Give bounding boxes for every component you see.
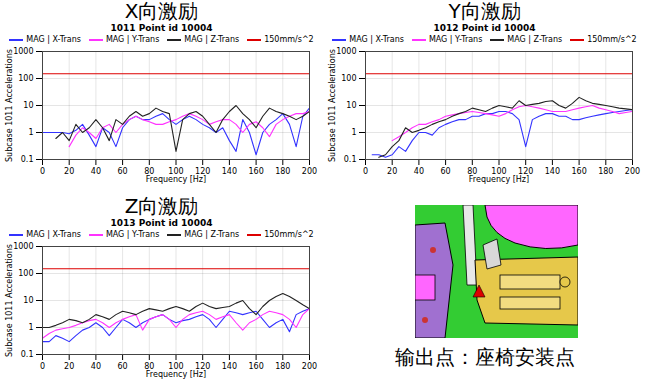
svg-text:140: 140 bbox=[545, 167, 560, 176]
svg-text:60: 60 bbox=[441, 167, 451, 176]
svg-text:Subcase 1011 Accelerations: Subcase 1011 Accelerations bbox=[328, 49, 337, 162]
html-text:MAG | Z-Trans: MAG | Z-Trans bbox=[184, 35, 240, 44]
svg-text:140: 140 bbox=[222, 167, 237, 176]
html-text:MAG | X-Trans: MAG | X-Trans bbox=[26, 230, 81, 239]
html-text:MAG | Y-Trans: MAG | Y-Trans bbox=[105, 230, 160, 239]
html-text:MAG | X-Trans: MAG | X-Trans bbox=[26, 35, 81, 44]
svg-text:40: 40 bbox=[91, 167, 101, 176]
svg-text:1: 1 bbox=[351, 128, 356, 137]
svg-text:0: 0 bbox=[40, 167, 45, 176]
svg-text:200: 200 bbox=[302, 362, 317, 371]
html-text:MAG | Y-Trans: MAG | Y-Trans bbox=[105, 35, 160, 44]
svg-text:160: 160 bbox=[248, 362, 263, 371]
svg-text:0.1: 0.1 bbox=[21, 350, 34, 359]
svg-text:1: 1 bbox=[28, 128, 33, 137]
svg-text:10: 10 bbox=[23, 101, 33, 110]
svg-text:40: 40 bbox=[414, 167, 424, 176]
svg-text:120: 120 bbox=[518, 167, 534, 177]
svg-text:120: 120 bbox=[195, 167, 211, 177]
svg-text:200: 200 bbox=[625, 167, 640, 176]
svg-text:180: 180 bbox=[598, 167, 613, 176]
svg-text:10: 10 bbox=[23, 296, 33, 305]
html-text:MAG | X-Trans: MAG | X-Trans bbox=[349, 35, 404, 44]
svg-text:0.1: 0.1 bbox=[344, 155, 357, 164]
svg-text:0: 0 bbox=[40, 362, 45, 371]
svg-text:0.1: 0.1 bbox=[21, 155, 34, 164]
svg-text:80: 80 bbox=[467, 167, 478, 177]
svg-text:Subcase 1011 Accelerations: Subcase 1011 Accelerations bbox=[5, 244, 14, 357]
html-text:MAG | Y-Trans: MAG | Y-Trans bbox=[428, 35, 483, 44]
svg-text:100: 100 bbox=[168, 362, 184, 372]
svg-text:20: 20 bbox=[64, 167, 74, 176]
html-text:150mm/s^2: 150mm/s^2 bbox=[587, 35, 637, 44]
html-text:Y向激励: Y向激励 bbox=[448, 0, 521, 23]
svg-text:120: 120 bbox=[195, 362, 211, 372]
svg-text:160: 160 bbox=[571, 167, 586, 176]
html-text:150mm/s^2: 150mm/s^2 bbox=[264, 230, 314, 239]
svg-text:Subcase 1011 Accelerations: Subcase 1011 Accelerations bbox=[5, 49, 14, 162]
svg-text:180: 180 bbox=[275, 167, 290, 176]
svg-text:100: 100 bbox=[491, 167, 507, 177]
svg-text:160: 160 bbox=[248, 167, 263, 176]
svg-text:100: 100 bbox=[168, 167, 184, 177]
html-text:MAG | Z-Trans: MAG | Z-Trans bbox=[184, 230, 240, 239]
svg-text:60: 60 bbox=[118, 167, 128, 176]
html-text:X向激励: X向激励 bbox=[124, 0, 199, 23]
svg-text:1: 1 bbox=[28, 323, 33, 332]
svg-text:1000: 1000 bbox=[13, 242, 33, 251]
svg-text:180: 180 bbox=[275, 362, 290, 371]
html-text:MAG | Z-Trans: MAG | Z-Trans bbox=[507, 35, 563, 44]
svg-text:0: 0 bbox=[363, 167, 368, 176]
html-text:输出点：座椅安装点: 输出点：座椅安装点 bbox=[394, 345, 575, 369]
svg-text:60: 60 bbox=[118, 362, 128, 371]
svg-text:200: 200 bbox=[302, 167, 317, 176]
svg-text:10: 10 bbox=[346, 101, 356, 110]
svg-text:20: 20 bbox=[64, 362, 74, 371]
svg-text:Frequency [Hz]: Frequency [Hz] bbox=[146, 175, 206, 184]
svg-text:1000: 1000 bbox=[336, 47, 356, 56]
svg-text:140: 140 bbox=[222, 362, 237, 371]
svg-text:100: 100 bbox=[18, 269, 33, 278]
html-text:150mm/s^2: 150mm/s^2 bbox=[264, 35, 314, 44]
svg-text:100: 100 bbox=[18, 74, 33, 83]
html-text:1013 Point id 10004: 1013 Point id 10004 bbox=[110, 218, 213, 228]
html-text:1011 Point id 10004: 1011 Point id 10004 bbox=[110, 23, 213, 33]
svg-text:80: 80 bbox=[144, 362, 155, 372]
svg-text:1000: 1000 bbox=[13, 47, 33, 56]
svg-text:40: 40 bbox=[91, 362, 101, 371]
svg-text:80: 80 bbox=[144, 167, 155, 177]
html-text:Z向激励: Z向激励 bbox=[124, 194, 199, 218]
svg-text:Frequency [Hz]: Frequency [Hz] bbox=[146, 370, 206, 379]
svg-text:100: 100 bbox=[341, 74, 356, 83]
html-text:1012 Point id 10004: 1012 Point id 10004 bbox=[433, 23, 536, 33]
svg-text:20: 20 bbox=[387, 167, 397, 176]
svg-text:Frequency [Hz]: Frequency [Hz] bbox=[469, 175, 529, 184]
